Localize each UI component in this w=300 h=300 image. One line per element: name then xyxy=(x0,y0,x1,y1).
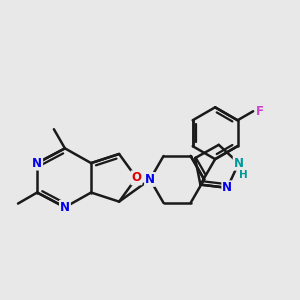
Text: N: N xyxy=(234,157,244,170)
Text: N: N xyxy=(145,173,155,186)
Text: O: O xyxy=(131,171,141,184)
Text: H: H xyxy=(239,170,248,180)
Text: F: F xyxy=(256,105,264,118)
Text: N: N xyxy=(32,157,42,169)
Text: N: N xyxy=(222,181,232,194)
Text: N: N xyxy=(60,201,70,214)
